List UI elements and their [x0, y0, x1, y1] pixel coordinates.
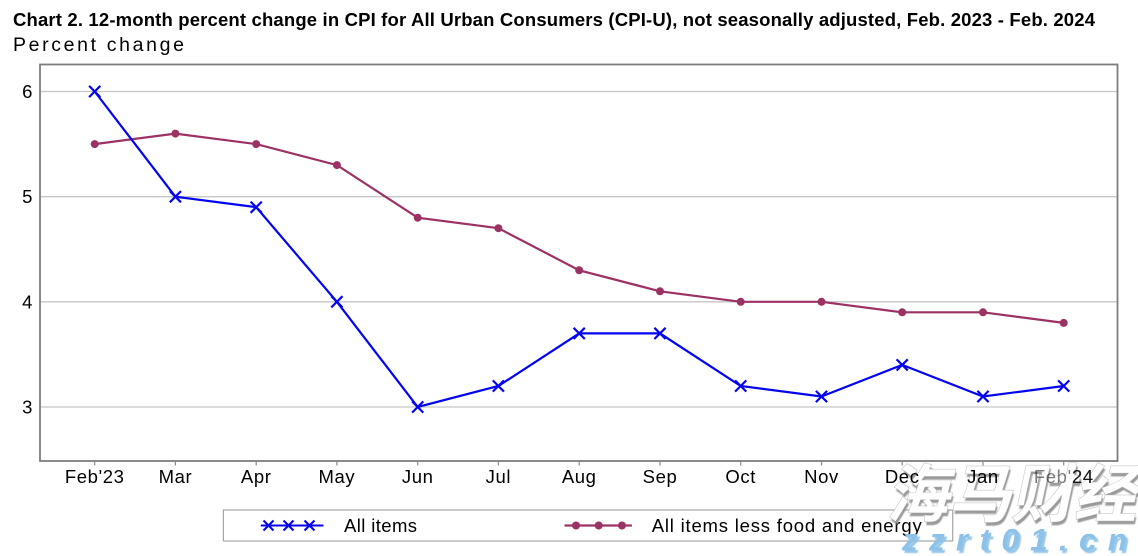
svg-text:Feb'24: Feb'24 — [1034, 466, 1094, 487]
svg-text:Dec: Dec — [885, 466, 920, 487]
svg-text:Percent change: Percent change — [13, 34, 184, 56]
svg-text:Jan: Jan — [967, 466, 999, 487]
svg-text:24: 24 — [1072, 466, 1094, 487]
svg-text:Oct: Oct — [725, 466, 756, 487]
svg-text:Apr: Apr — [241, 466, 272, 487]
svg-text:All items less food and energy: All items less food and energy — [652, 515, 923, 536]
svg-text:Sep: Sep — [643, 466, 678, 487]
svg-text:zzrt01.cn: zzrt01.cn — [904, 524, 1138, 556]
svg-text:Mar: Mar — [159, 466, 193, 487]
svg-text:Feb'23: Feb'23 — [65, 466, 125, 487]
svg-text:Jun: Jun — [402, 466, 434, 487]
svg-text:zzrt01.cn: zzrt01.cn — [901, 522, 1138, 556]
svg-text:Nov: Nov — [804, 466, 839, 487]
svg-text:May: May — [319, 466, 356, 487]
svg-text:6: 6 — [22, 81, 33, 102]
svg-text:3: 3 — [22, 397, 33, 418]
svg-text:5: 5 — [22, 186, 33, 207]
svg-text:All items: All items — [344, 515, 417, 536]
svg-text:4: 4 — [22, 291, 33, 312]
svg-text:Chart 2. 12-month percent chan: Chart 2. 12-month percent change in CPI … — [13, 9, 1096, 30]
svg-text:Aug: Aug — [562, 466, 597, 487]
svg-text:Jul: Jul — [486, 466, 511, 487]
